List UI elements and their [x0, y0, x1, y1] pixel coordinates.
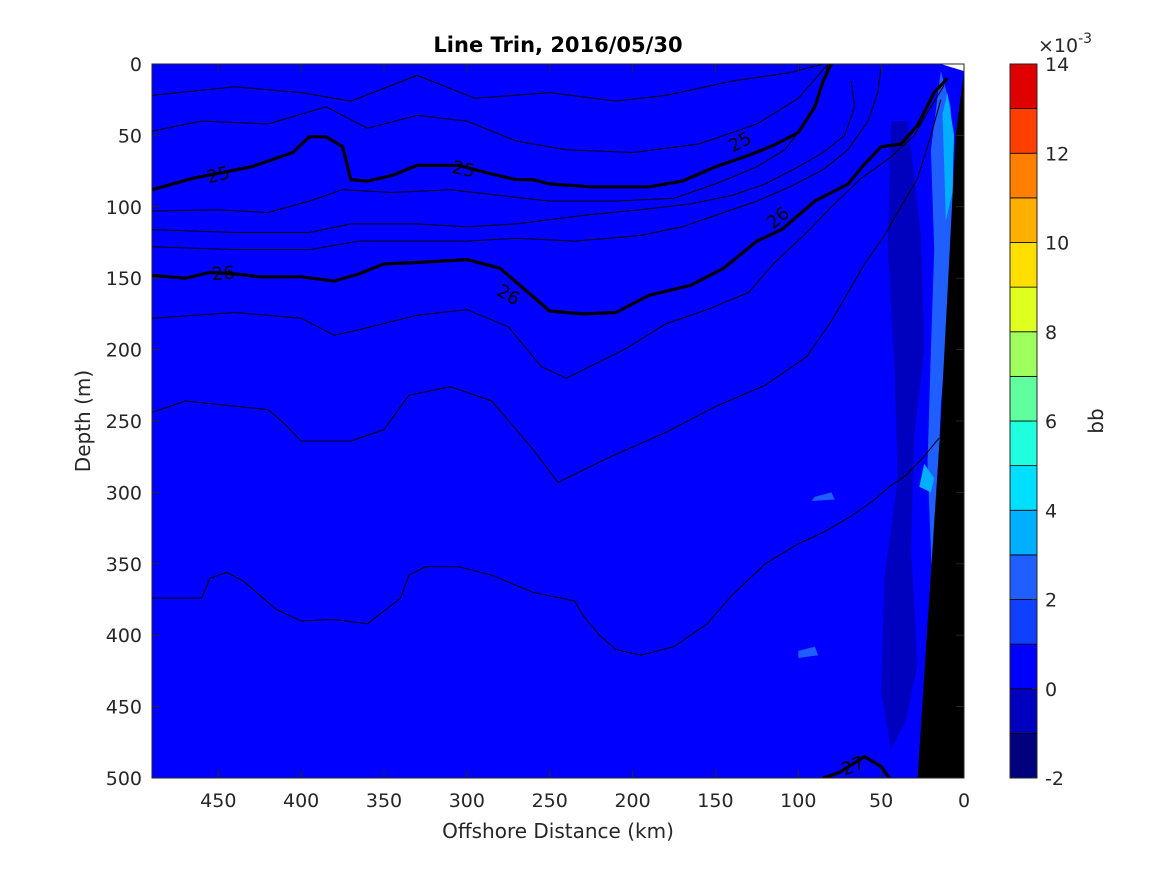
- chart-title: Line Trin, 2016/05/30: [433, 33, 682, 57]
- colorbar-tick-label-6: 6: [1045, 411, 1057, 433]
- contour-thin-3: [152, 64, 829, 213]
- contour-25-2: [152, 64, 833, 192]
- colorbar-tick-label-4: 4: [1045, 500, 1057, 522]
- colorbar-band-2: [1009, 643, 1038, 690]
- y-axis-ticks: 0 50 100 150 200 250 300 350 400 450 500: [106, 54, 964, 790]
- colorbar-band-5: [1009, 509, 1038, 556]
- colorbar-band-13: [1009, 152, 1038, 199]
- y-axis-label: Depth (m): [71, 370, 95, 472]
- y-tick-label-100: 100: [106, 197, 142, 219]
- x-tick-label-200: 200: [614, 790, 650, 812]
- x-tick-label-250: 250: [532, 790, 568, 812]
- contour-thin-8: [152, 99, 942, 483]
- colorbar-band-7: [1009, 420, 1038, 467]
- colorbar-band-9: [1009, 331, 1038, 377]
- colorbar-exponent: ×10-3: [1038, 31, 1092, 57]
- colorbar-band-3: [1009, 599, 1038, 645]
- seafloor-fill: [917, 71, 964, 778]
- y-tick-label-150: 150: [106, 268, 142, 290]
- colorbar-tick-label--2: -2: [1045, 768, 1064, 790]
- contour-26-6: [152, 77, 949, 316]
- bb-patch-6: [811, 492, 835, 501]
- bb-patch-8: [919, 463, 935, 493]
- x-tick-label-0: 0: [958, 790, 970, 812]
- plot-background: [152, 64, 964, 778]
- colorbar-band-1: [1009, 688, 1038, 734]
- bb-patch-1: [831, 263, 885, 778]
- colorbar-bands: [1009, 63, 1038, 779]
- colorbar-band-12: [1009, 197, 1038, 243]
- contour-thin-9: [152, 437, 940, 656]
- contour-thin-5: [152, 66, 882, 251]
- colorbar-tick-label-14: 14: [1045, 54, 1069, 76]
- colorbar-band-15: [1009, 63, 1038, 110]
- y-tick-label-200: 200: [106, 340, 142, 362]
- colorbar: 14 12 10 8 6 4 2 0 -2 ×10-3 bb: [1009, 31, 1108, 790]
- contour-label-1: 25: [450, 157, 477, 182]
- y-tick-label-0: 0: [130, 54, 142, 76]
- seafloor-region: [917, 64, 964, 778]
- colorbar-tick-label-8: 8: [1045, 322, 1057, 344]
- colorbar-tick-label-0: 0: [1045, 679, 1057, 701]
- colorbar-label: bb: [1084, 408, 1108, 433]
- x-tick-label-150: 150: [697, 790, 733, 812]
- x-tick-label-100: 100: [780, 790, 816, 812]
- colorbar-band-8: [1009, 375, 1038, 422]
- contour-thin-4: [152, 81, 856, 233]
- bb-patch-3: [881, 121, 925, 750]
- colorbar-tick-label-10: 10: [1045, 233, 1069, 255]
- x-axis-label: Offshore Distance (km): [442, 819, 674, 843]
- y-tick-label-250: 250: [106, 411, 142, 433]
- contour-thin-1: [152, 64, 829, 153]
- colorbar-band-6: [1009, 465, 1038, 511]
- x-tick-label-50: 50: [869, 790, 893, 812]
- bb-patch-7: [942, 92, 955, 222]
- y-tick-label-400: 400: [106, 625, 142, 647]
- colorbar-band-11: [1009, 242, 1038, 288]
- density-contours: [152, 64, 949, 778]
- colorbar-band-10: [1009, 286, 1038, 333]
- y-tick-label-350: 350: [106, 554, 142, 576]
- colorbar-band-0: [1009, 732, 1038, 779]
- nodata-corner: [940, 64, 964, 72]
- y-tick-label-50: 50: [118, 125, 142, 147]
- y-tick-label-500: 500: [106, 768, 142, 790]
- colorbar-ticks: 14 12 10 8 6 4 2 0 -2: [1032, 54, 1069, 790]
- y-tick-label-450: 450: [106, 697, 142, 719]
- x-axis-ticks: 450 400 350 300 250 200 150 100 50 0: [200, 64, 970, 812]
- colorbar-exponent-power: -3: [1078, 31, 1092, 47]
- bb-patch-2: [768, 649, 829, 736]
- colorbar-tick-label-12: 12: [1045, 143, 1069, 165]
- colorbar-band-4: [1009, 554, 1038, 600]
- contour-thin-7: [152, 85, 945, 379]
- x-tick-label-450: 450: [200, 790, 236, 812]
- x-tick-label-400: 400: [283, 790, 319, 812]
- x-tick-label-350: 350: [366, 790, 402, 812]
- colorbar-band-14: [1009, 108, 1038, 154]
- bb-patch-5: [798, 646, 819, 658]
- colorbar-tick-label-2: 2: [1045, 590, 1057, 612]
- y-tick-label-300: 300: [106, 482, 142, 504]
- x-tick-label-300: 300: [449, 790, 485, 812]
- contour-27-10: [822, 754, 891, 778]
- contour-label-3: 26: [211, 263, 235, 286]
- colorbar-exponent-base: ×10: [1038, 35, 1078, 57]
- contour-thin-0: [152, 64, 824, 102]
